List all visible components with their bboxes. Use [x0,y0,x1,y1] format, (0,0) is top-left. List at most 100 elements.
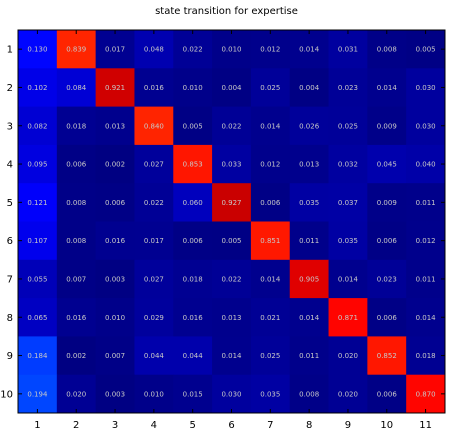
cell-value-label: 0.006 [377,390,398,398]
cell-value-label: 0.030 [416,84,436,92]
heatmap-cell [95,221,135,261]
cell-value-label: 0.014 [416,314,437,322]
cell-value-label: 0.015 [183,390,203,398]
heatmap-cell [134,68,174,108]
cell-value-label: 0.017 [144,237,164,245]
heatmap-cell [18,298,58,337]
x-tick-label: 10 [380,420,393,431]
cell-value-label: 0.016 [183,314,204,322]
x-tick-label: 8 [306,420,312,431]
cell-value-label: 0.021 [260,314,280,322]
heatmap-cells [18,30,446,414]
x-tick-label: 5 [189,420,195,431]
cell-value-label: 0.014 [377,84,398,92]
cell-value-label: 0.004 [221,84,242,92]
heatmap-cell [56,30,97,69]
heatmap-cell [328,106,368,146]
cell-value-label: 0.121 [27,199,47,207]
heatmap-cell [250,183,291,222]
heatmap-cell [289,30,330,69]
cell-value-label: 0.031 [338,46,358,54]
heatmap-cell [18,374,58,414]
x-tick-label: 9 [345,420,351,431]
heatmap-cell [328,298,368,337]
heatmap-cell [328,374,368,414]
cell-value-label: 0.130 [27,46,47,54]
cell-value-label: 0.060 [183,199,203,207]
heatmap-cell [134,336,174,376]
heatmap-cell [18,144,58,184]
cell-value-label: 0.030 [221,390,241,398]
heatmap-cell [289,259,330,299]
cell-value-label: 0.012 [260,46,280,54]
chart-title: state transition for expertise [155,6,298,17]
cell-value-label: 0.030 [416,122,436,130]
heatmap-cell [212,374,252,414]
heatmap-cell [212,336,252,376]
heatmap-cell [18,259,58,299]
cell-value-label: 0.013 [105,122,125,130]
heatmap-cell [173,259,213,299]
heatmap-cell [367,106,407,146]
cell-value-label: 0.012 [260,161,280,169]
heatmap-cell [134,259,174,299]
cell-value-label: 0.026 [299,122,320,130]
cell-value-label: 0.048 [144,46,164,54]
heatmap-cell [367,298,407,337]
cell-value-label: 0.017 [105,46,125,54]
heatmap-cell [406,144,446,184]
cell-value-label: 0.027 [144,275,164,283]
cell-value-label: 0.006 [260,199,281,207]
cell-value-label: 0.005 [416,46,436,54]
y-tick-label: 3 [7,121,13,132]
cell-value-label: 0.852 [377,352,397,360]
cell-value-label: 0.008 [66,237,86,245]
heatmap-cell [212,221,252,261]
heatmap-cell [56,106,97,146]
cell-value-label: 0.011 [416,275,436,283]
heatmap-cell [328,259,368,299]
cell-value-label: 0.184 [27,352,48,360]
cell-value-label: 0.020 [338,390,358,398]
cell-value-label: 0.023 [338,84,358,92]
heatmap-cell [212,298,252,337]
cell-value-label: 0.018 [183,275,203,283]
y-tick-label: 1 [7,45,13,56]
cell-value-label: 0.011 [299,237,319,245]
heatmap-cell [406,298,446,337]
cell-value-label: 0.022 [221,122,241,130]
cell-value-label: 0.032 [338,161,358,169]
cell-value-label: 0.022 [144,199,164,207]
cell-value-label: 0.055 [27,275,47,283]
heatmap-cell [18,183,58,222]
heatmap-cell [56,144,97,184]
cell-value-label: 0.007 [66,275,86,283]
y-tick-label: 6 [7,236,13,247]
heatmap-cell [367,259,407,299]
cell-value-label: 0.002 [105,161,125,169]
cell-value-label: 0.006 [377,314,398,322]
cell-value-label: 0.014 [260,275,281,283]
heatmap-cell [367,336,407,376]
cell-value-label: 0.853 [183,161,203,169]
heatmap-cell [367,144,407,184]
heatmap-cell [173,183,213,222]
y-tick-label: 7 [7,274,13,285]
x-tick-label: 7 [267,420,273,431]
cell-value-label: 0.020 [66,390,86,398]
cell-value-label: 0.008 [66,199,86,207]
cell-value-label: 0.014 [299,46,320,54]
heatmap-cell [212,30,252,69]
cell-value-label: 0.011 [299,352,319,360]
heatmap-cell [95,336,135,376]
x-tick-label: 4 [151,420,157,431]
heatmap-cell [406,30,446,69]
cell-value-label: 0.194 [27,390,48,398]
y-tick-label: 4 [7,160,13,171]
y-tick-label: 10 [0,389,13,400]
heatmap-cell [250,298,291,337]
heatmap-cell [250,259,291,299]
cell-value-label: 0.006 [183,237,204,245]
